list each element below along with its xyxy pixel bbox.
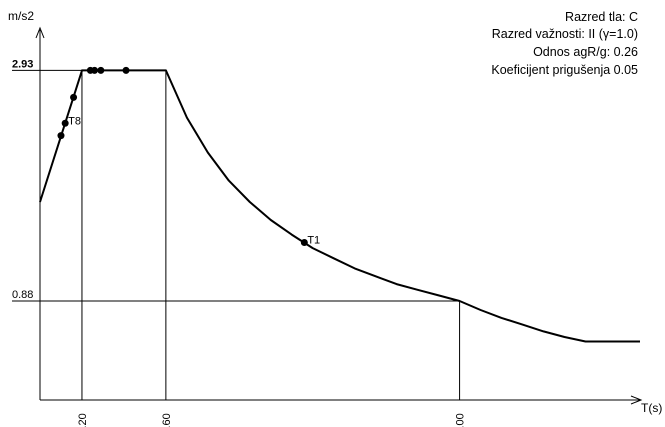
info-line-importance-class: Razred važnosti: II (γ=1.0) — [492, 27, 638, 41]
period-point-6 — [122, 66, 130, 74]
period-point-1 — [61, 119, 69, 127]
y-tick-label-1: 0.88 — [12, 289, 33, 301]
period-point-label-7: T1 — [307, 235, 320, 247]
period-point-0 — [57, 132, 65, 140]
y-axis-label: m/s2 — [8, 9, 34, 23]
period-point-4 — [91, 66, 99, 74]
x-axis-arrow — [630, 395, 643, 405]
info-block: Razred tla: C Razred važnosti: II (γ=1.0… — [491, 10, 638, 77]
x-axis-label: T(s) — [641, 401, 662, 415]
x-tick-label-1: 0.60 — [161, 413, 173, 427]
period-point-7 — [300, 239, 308, 246]
y-tick-label-0: 2.93 — [12, 58, 33, 70]
x-tick-label-2: 2.00 — [455, 413, 467, 427]
spectrum-line — [39, 69, 640, 343]
period-point-label-1: T8 — [68, 115, 81, 127]
tick-labels: 0.20 0.60 2.00 2.93 0.88 — [12, 58, 467, 427]
info-line-soil-class: Razred tla: C — [565, 10, 638, 24]
y-axis-arrow — [35, 26, 45, 39]
marked-points: T8 T1 — [57, 66, 320, 247]
period-point-2 — [70, 93, 78, 101]
guide-lines — [12, 69, 461, 400]
info-line-damping: Koeficijent prigušenja 0.05 — [491, 63, 638, 77]
axes — [35, 26, 643, 405]
info-line-agr-ratio: Odnos agR/g: 0.26 — [533, 45, 638, 59]
series-layer — [39, 69, 640, 343]
x-tick-label-0: 0.20 — [77, 413, 89, 427]
period-point-5 — [97, 66, 105, 74]
